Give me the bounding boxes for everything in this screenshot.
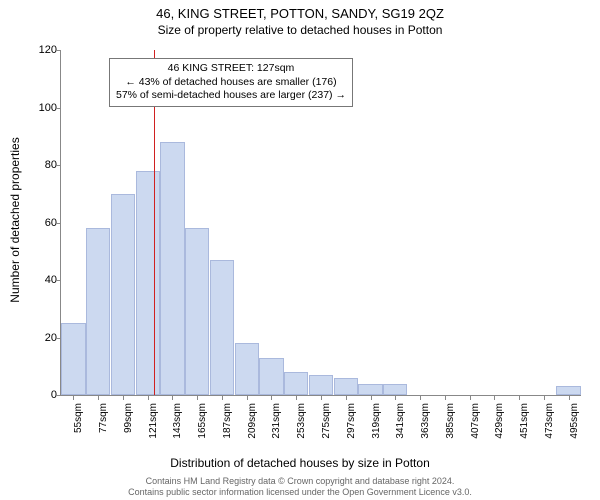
x-tick-label: 165sqm bbox=[197, 403, 208, 443]
histogram-bar bbox=[136, 171, 160, 395]
x-tick-label: 473sqm bbox=[544, 403, 555, 443]
x-tick-mark bbox=[519, 395, 520, 400]
y-tick-mark bbox=[56, 395, 61, 396]
x-tick-mark bbox=[296, 395, 297, 400]
histogram-bar bbox=[111, 194, 135, 395]
x-tick-label: 451sqm bbox=[519, 403, 530, 443]
x-tick-mark bbox=[470, 395, 471, 400]
plot-area: 02040608010012055sqm77sqm99sqm121sqm143s… bbox=[60, 50, 581, 396]
y-tick-mark bbox=[56, 108, 61, 109]
x-tick-mark bbox=[445, 395, 446, 400]
x-tick-mark bbox=[98, 395, 99, 400]
histogram-bar bbox=[185, 228, 209, 395]
x-tick-label: 143sqm bbox=[172, 403, 183, 443]
x-tick-label: 429sqm bbox=[494, 403, 505, 443]
x-tick-mark bbox=[271, 395, 272, 400]
x-tick-mark bbox=[73, 395, 74, 400]
histogram-bar bbox=[210, 260, 234, 395]
x-tick-mark bbox=[346, 395, 347, 400]
x-tick-label: 363sqm bbox=[420, 403, 431, 443]
histogram-bar bbox=[334, 378, 358, 395]
x-tick-mark bbox=[395, 395, 396, 400]
footer-text: Contains HM Land Registry data © Crown c… bbox=[0, 476, 600, 498]
histogram-bar bbox=[358, 384, 382, 396]
y-tick-mark bbox=[56, 223, 61, 224]
x-tick-mark bbox=[222, 395, 223, 400]
x-tick-label: 407sqm bbox=[470, 403, 481, 443]
x-tick-mark bbox=[123, 395, 124, 400]
x-tick-label: 341sqm bbox=[395, 403, 406, 443]
histogram-bar bbox=[86, 228, 110, 395]
x-tick-mark bbox=[148, 395, 149, 400]
annotation-line-1: 46 KING STREET: 127sqm bbox=[116, 62, 346, 76]
annotation-line-3: 57% of semi-detached houses are larger (… bbox=[116, 89, 346, 103]
chart-title: 46, KING STREET, POTTON, SANDY, SG19 2QZ bbox=[0, 0, 600, 21]
x-tick-label: 187sqm bbox=[222, 403, 233, 443]
x-tick-label: 385sqm bbox=[445, 403, 456, 443]
histogram-bar bbox=[61, 323, 85, 395]
x-tick-mark bbox=[544, 395, 545, 400]
x-tick-label: 99sqm bbox=[123, 403, 134, 443]
histogram-bar bbox=[259, 358, 283, 395]
histogram-bar bbox=[284, 372, 308, 395]
histogram-bar bbox=[160, 142, 184, 395]
histogram-bar bbox=[309, 375, 333, 395]
x-tick-label: 253sqm bbox=[296, 403, 307, 443]
x-axis-label: Distribution of detached houses by size … bbox=[0, 456, 600, 470]
histogram-bar bbox=[235, 343, 259, 395]
x-tick-label: 495sqm bbox=[569, 403, 580, 443]
histogram-bar bbox=[383, 384, 407, 396]
x-tick-label: 275sqm bbox=[321, 403, 332, 443]
y-tick-mark bbox=[56, 165, 61, 166]
annotation-line-2: ← 43% of detached houses are smaller (17… bbox=[116, 76, 346, 90]
x-tick-mark bbox=[494, 395, 495, 400]
footer-line-1: Contains HM Land Registry data © Crown c… bbox=[0, 476, 600, 487]
chart-subtitle: Size of property relative to detached ho… bbox=[0, 21, 600, 37]
x-tick-mark bbox=[420, 395, 421, 400]
x-tick-mark bbox=[197, 395, 198, 400]
x-tick-label: 121sqm bbox=[148, 403, 159, 443]
chart-container: { "title": "46, KING STREET, POTTON, SAN… bbox=[0, 0, 600, 500]
y-tick-label: 100 bbox=[39, 102, 57, 114]
x-tick-label: 319sqm bbox=[371, 403, 382, 443]
y-axis-label: Number of detached properties bbox=[8, 137, 22, 302]
x-tick-label: 209sqm bbox=[247, 403, 258, 443]
x-tick-mark bbox=[172, 395, 173, 400]
annotation-box: 46 KING STREET: 127sqm← 43% of detached … bbox=[109, 58, 353, 107]
x-tick-label: 231sqm bbox=[271, 403, 282, 443]
x-tick-label: 55sqm bbox=[73, 403, 84, 443]
x-tick-mark bbox=[569, 395, 570, 400]
x-tick-mark bbox=[321, 395, 322, 400]
y-tick-mark bbox=[56, 280, 61, 281]
y-tick-label: 120 bbox=[39, 44, 57, 56]
y-tick-mark bbox=[56, 50, 61, 51]
histogram-bar bbox=[556, 386, 580, 395]
footer-line-2: Contains public sector information licen… bbox=[0, 487, 600, 498]
x-tick-label: 297sqm bbox=[346, 403, 357, 443]
x-tick-mark bbox=[371, 395, 372, 400]
x-tick-label: 77sqm bbox=[98, 403, 109, 443]
x-tick-mark bbox=[247, 395, 248, 400]
